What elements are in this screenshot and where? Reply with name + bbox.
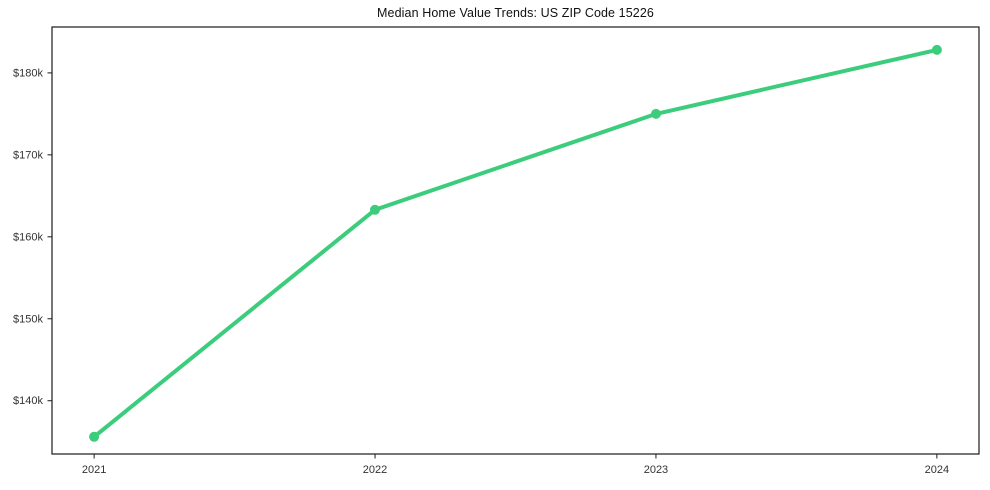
data-point-marker [370,204,380,215]
trend-line [92,47,939,439]
y-axis-tick-label: $180k [13,67,43,79]
plot-frame [51,26,980,455]
x-axis-tick-label: 2024 [925,464,949,476]
y-axis-tick-label: $160k [13,231,43,243]
x-axis-tick-label: 2021 [82,464,106,476]
data-point-marker [651,108,661,119]
data-point-marker [89,431,100,442]
y-axis-tick-label: $170k [13,149,43,161]
y-axis-tick-label: $150k [13,313,43,325]
y-axis-tick-label: $140k [13,395,43,407]
chart-title: Median Home Value Trends: US ZIP Code 15… [377,6,654,20]
x-axis-tick-label: 2022 [363,464,387,476]
data-point-marker [931,44,942,55]
x-axis-tick-label: 2023 [644,464,668,476]
